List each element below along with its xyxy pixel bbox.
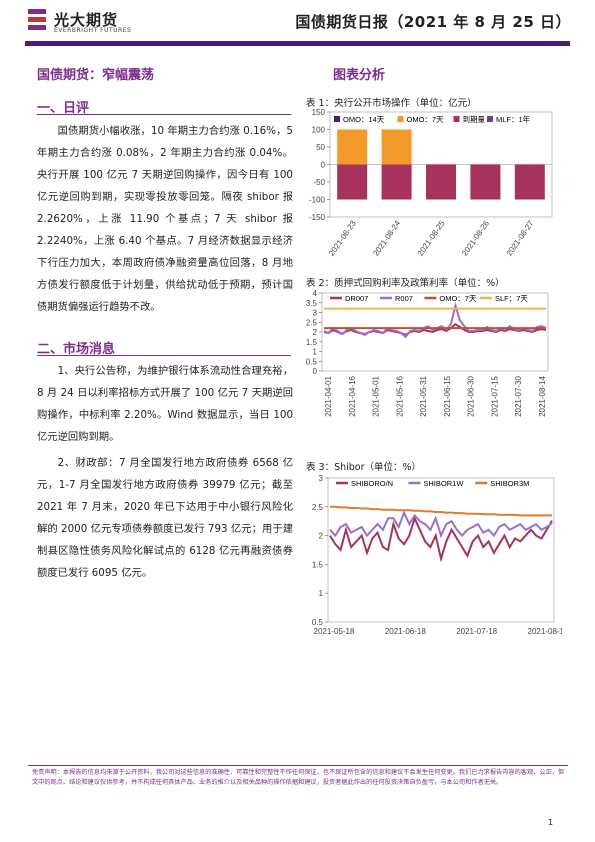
chart1-ytick-label: 0 xyxy=(321,161,326,170)
chart1-legend-swatch xyxy=(487,116,493,122)
main-title: 国债期货：窄幅震荡 xyxy=(37,68,155,83)
chart-series-line xyxy=(330,505,552,517)
chart1-bar xyxy=(470,164,501,200)
chart-xtick-label: 2021-08-18 xyxy=(528,627,562,636)
logo-icon xyxy=(26,8,48,32)
chart-xtick-label: 2021-07-30 xyxy=(514,375,523,416)
chart1-legend-label: OMO：14天 xyxy=(343,115,385,124)
chart1-legend-label: 到期量 xyxy=(463,115,486,124)
chart-xtick-label: 2021-06-18 xyxy=(385,627,426,636)
section2-heading: 二、市场消息 xyxy=(37,342,116,357)
section1-heading: 一、日评 xyxy=(37,101,90,116)
news-item-2: 2、财政部：7 月全国发行地方政府债券 6568 亿元，1-7 月全国发行地方政… xyxy=(37,457,293,579)
chart-xtick-label: 2021-07-18 xyxy=(456,627,497,636)
section1-underline xyxy=(37,114,291,115)
chart-plot-area xyxy=(327,477,555,623)
chart3-title: 表 3：Shibor（单位：%） xyxy=(306,462,422,473)
chart-ytick-label: 1.5 xyxy=(306,338,318,347)
chart1-bar xyxy=(381,129,412,165)
chart-ytick-label: 1.5 xyxy=(312,560,324,569)
section2-underline xyxy=(37,355,291,356)
header-divider xyxy=(25,41,570,46)
chart-xtick-label: 2021-04-16 xyxy=(348,375,357,416)
chart1-bar xyxy=(426,164,456,200)
chart1-bar xyxy=(337,164,368,200)
chart2-title: 表 2：质押式回购利率及政策利率（单位：%） xyxy=(306,278,505,289)
chart-ytick-label: 3 xyxy=(319,474,324,483)
chart-ytick-label: 1 xyxy=(313,348,318,357)
chart-xtick-label: 2021-05-31 xyxy=(419,375,428,416)
chart-legend-label: SHIBOR1W xyxy=(423,479,464,488)
chart-legend-label: OMO：7天 xyxy=(439,294,477,303)
chart1-omo-operations: -150 -100 -50 0 50 100 150 2021-08-23 2021-08-24… xyxy=(309,108,553,258)
chart-ytick-label: 0.5 xyxy=(312,618,324,627)
chart-xtick-label: 2021-06-30 xyxy=(467,375,476,416)
chart1-ytick-label: -100 xyxy=(309,196,326,205)
footer-divider xyxy=(28,765,568,766)
chart1-legend-label: OMO：7天 xyxy=(407,115,445,124)
chart-ytick-label: 2 xyxy=(313,328,318,337)
page-number: 1 xyxy=(548,818,554,827)
chart1-xtick-label: 2021-08-27 xyxy=(505,219,536,258)
chart-ytick-label: 3.5 xyxy=(306,299,318,308)
document-title: 国债期货日报（2021 年 8 月 25 日） xyxy=(295,13,571,31)
disclaimer-text: 免责声明：本报告的信息均来源于公开资料，我公司对这些信息的准确性、可靠性和完整性… xyxy=(32,769,565,786)
chart2-repo-rates: 00.511.522.533.54 2021-04-01 2021-04-16 202… xyxy=(306,289,549,417)
chart1-ytick-label: 50 xyxy=(316,143,325,152)
chart-series-line xyxy=(329,515,553,563)
chart-ytick-label: 2.5 xyxy=(312,503,324,512)
chart-ytick-label: 3 xyxy=(313,309,318,318)
news-item-1: 1、央行公告称，为维护银行体系流动性合理充裕，8 月 24 日以利率招标方式开展… xyxy=(37,365,293,443)
chart-legend-label: DR007 xyxy=(345,294,368,303)
chart1-legend-swatch xyxy=(334,116,340,122)
chart-xtick-label: 2021-05-16 xyxy=(395,375,404,416)
section1-paragraph: 国债期货小幅收涨，10 年期主力合约涨 0.16%，5 年期主力合约涨 0.08… xyxy=(37,125,293,313)
chart-xtick-label: 2021-05-01 xyxy=(372,375,381,416)
chart1-legend-swatch xyxy=(397,116,404,122)
chart1-ytick-label: -50 xyxy=(313,178,325,187)
chart1-bar xyxy=(514,164,545,200)
chart-ytick-label: 4 xyxy=(313,289,318,298)
chart1-xtick-label: 2021-08-24 xyxy=(371,219,402,258)
chart-ytick-label: 2.5 xyxy=(306,318,318,327)
chart-legend-label: R007 xyxy=(395,294,413,303)
chart-ytick-label: 1 xyxy=(319,589,324,598)
chart1-ytick-label: 100 xyxy=(312,126,326,135)
chart-ytick-label: 0.5 xyxy=(306,357,318,366)
chart1-legend-swatch xyxy=(453,116,460,122)
chart-legend-label: SHIBORO/N xyxy=(351,479,393,488)
logo-subtext: EVERBRIGHT FUTURES xyxy=(54,27,132,34)
chart1-title: 表 1：央行公开市场操作（单位：亿元） xyxy=(306,98,477,109)
chart1-xtick-label: 2021-08-26 xyxy=(460,219,491,258)
chart1-legend-label: MLF：1年 xyxy=(496,114,531,124)
chart-ytick-label: 0 xyxy=(313,367,318,376)
chart-xtick-label: 2021-04-01 xyxy=(324,375,333,416)
chart3-shibor: 0.5 1 1.5 2 2.5 3 2021-05-18 2021-06-18 2021-07-… xyxy=(312,474,562,636)
chart-series-line xyxy=(329,509,553,539)
chart-xtick-label: 2021-06-15 xyxy=(443,375,452,416)
chart1-xtick-label: 2021-08-23 xyxy=(327,219,358,258)
chart-series-line xyxy=(323,301,547,339)
chart1-ytick-label: -150 xyxy=(309,213,326,222)
chart-section-heading: 图表分析 xyxy=(333,68,386,83)
chart1-bar xyxy=(381,164,412,200)
chart-xtick-label: 2021-05-18 xyxy=(314,627,355,636)
chart1-ytick-label: 150 xyxy=(312,108,326,117)
chart-legend-label: SHIBOR3M xyxy=(490,479,529,488)
chart1-xtick-label: 2021-08-25 xyxy=(416,219,447,258)
chart1-bar xyxy=(337,129,368,165)
chart-xtick-label: 2021-08-14 xyxy=(538,375,547,416)
chart-xtick-label: 2021-07-15 xyxy=(490,375,499,416)
chart-ytick-label: 2 xyxy=(319,532,324,541)
chart-legend-label: SLF：7天 xyxy=(495,294,528,303)
logo-text: 光大期货 xyxy=(54,11,119,29)
